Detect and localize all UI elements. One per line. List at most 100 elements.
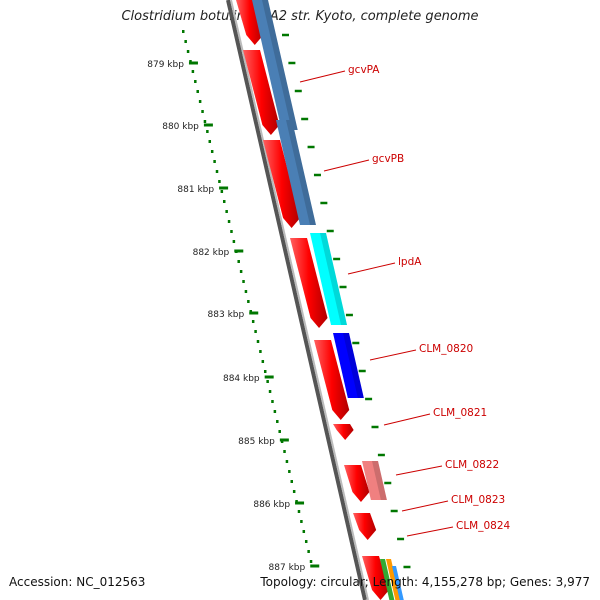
ruler-dot — [244, 290, 248, 293]
ruler-dot — [182, 30, 185, 33]
ruler-dot — [213, 160, 216, 163]
ruler-dot — [285, 460, 289, 463]
ruler-dot — [237, 260, 240, 263]
kbp-label: 880 kbp — [162, 122, 199, 132]
ruler-dot — [268, 390, 272, 393]
gene-label: CLM_0822 — [445, 459, 499, 471]
leader-line — [401, 500, 449, 512]
cog-block-shade — [320, 233, 348, 325]
ruler-dot — [201, 110, 204, 113]
outer-ticks — [281, 33, 411, 569]
kbp-label: 881 kbp — [177, 185, 214, 195]
cds-arrow — [314, 340, 350, 420]
ruler-dot — [225, 210, 228, 213]
ruler-dot — [215, 170, 219, 173]
leader-line — [323, 159, 370, 172]
ruler-dot — [194, 80, 197, 83]
ruler-dot — [271, 400, 274, 403]
ruler-dot — [254, 330, 257, 333]
ruler-dot — [256, 340, 260, 343]
cog-block — [392, 566, 404, 600]
ruler-dot — [206, 130, 209, 133]
map-title: Clostridium botulinum A2 str. Kyoto, com… — [121, 9, 479, 24]
cog-block-shade — [372, 461, 387, 500]
cds-arrow — [362, 556, 390, 600]
cds-track — [236, 0, 390, 600]
ruler-dot — [283, 450, 286, 453]
ruler-dot — [196, 90, 199, 93]
ruler-dot — [186, 50, 190, 53]
leader-line — [347, 262, 396, 275]
ruler-dot — [302, 530, 306, 533]
ruler-dot — [288, 470, 291, 473]
leader-line — [383, 413, 431, 426]
leader-line — [299, 70, 346, 83]
ruler-dot — [203, 120, 207, 123]
ruler-dot — [309, 560, 313, 563]
ruler-dot — [230, 230, 233, 233]
ruler-dot — [273, 410, 277, 413]
ruler-dot — [239, 270, 243, 273]
cog-block-shade — [262, 0, 298, 130]
kbp-label: 883 kbp — [208, 310, 245, 320]
topology-text: Topology: circular; Length: 4,155,278 bp… — [260, 575, 590, 589]
cog-block — [386, 559, 401, 600]
ruler-dot — [227, 220, 231, 223]
cog-block — [310, 233, 348, 325]
ruler-dot — [242, 280, 245, 283]
gene-label: CLM_0823 — [451, 494, 505, 506]
cds-arrow — [333, 424, 354, 440]
leader-line — [395, 465, 443, 476]
kbp-label: 886 kbp — [253, 500, 290, 510]
ruler-dot — [261, 360, 265, 363]
ruler-dot — [218, 180, 221, 183]
ruler-dot — [198, 100, 202, 103]
ruler-dot — [307, 550, 310, 553]
ruler-dot — [247, 300, 250, 303]
cds-arrow — [290, 238, 328, 328]
cog-block — [276, 120, 316, 225]
gene-label: CLM_0824 — [456, 520, 511, 532]
cog-block — [333, 333, 364, 398]
cog-block-shade — [343, 333, 364, 398]
cog-block — [380, 559, 395, 600]
ruler-dot — [232, 240, 236, 243]
backbone — [226, 0, 369, 600]
ruler-dot — [191, 70, 195, 73]
ruler-dot — [210, 150, 214, 153]
cog-block-shade — [286, 120, 316, 225]
gene-label: CLM_0821 — [433, 407, 487, 419]
accession-text: Accession: NC_012563 — [9, 575, 146, 589]
cog-block — [252, 0, 298, 130]
ruler-dot — [266, 380, 269, 383]
ruler-dot — [276, 420, 279, 423]
cds-arrow — [344, 465, 370, 502]
gene-label: CLM_0820 — [419, 343, 473, 355]
gene-labels: gcvPA gcvPB lpdA CLM_0820 CLM_0821 CLM_0822 CL… — [299, 64, 511, 537]
cds-arrow — [353, 513, 377, 540]
ruler-dot — [263, 370, 267, 373]
ruler-dot — [208, 140, 212, 143]
kbp-label: 879 kbp — [147, 60, 184, 70]
ruler-dot — [220, 190, 224, 193]
cds-arrow — [263, 140, 301, 228]
kbp-label: 885 kbp — [238, 437, 275, 447]
kbp-label: 882 kbp — [193, 248, 230, 258]
gene-label: lpdA — [398, 256, 422, 268]
leader-line — [406, 526, 454, 537]
cog-track — [252, 0, 404, 600]
ruler-dot — [184, 40, 187, 43]
ruler-dot — [290, 480, 294, 483]
ruler-dot — [259, 350, 262, 353]
ruler-dot — [304, 540, 308, 543]
cog-block — [362, 461, 387, 500]
gene-label: gcvPA — [348, 64, 380, 76]
kbp-label: 884 kbp — [223, 374, 260, 384]
ruler-dot — [251, 320, 255, 323]
ruler-dot — [222, 200, 226, 203]
cds-arrow — [243, 50, 280, 135]
ruler-dot — [297, 510, 301, 513]
ruler: 879 kbp 880 kbp 881 kbp 882 kbp 883 kbp 884 k… — [147, 30, 320, 573]
cds-arrow — [236, 0, 264, 45]
